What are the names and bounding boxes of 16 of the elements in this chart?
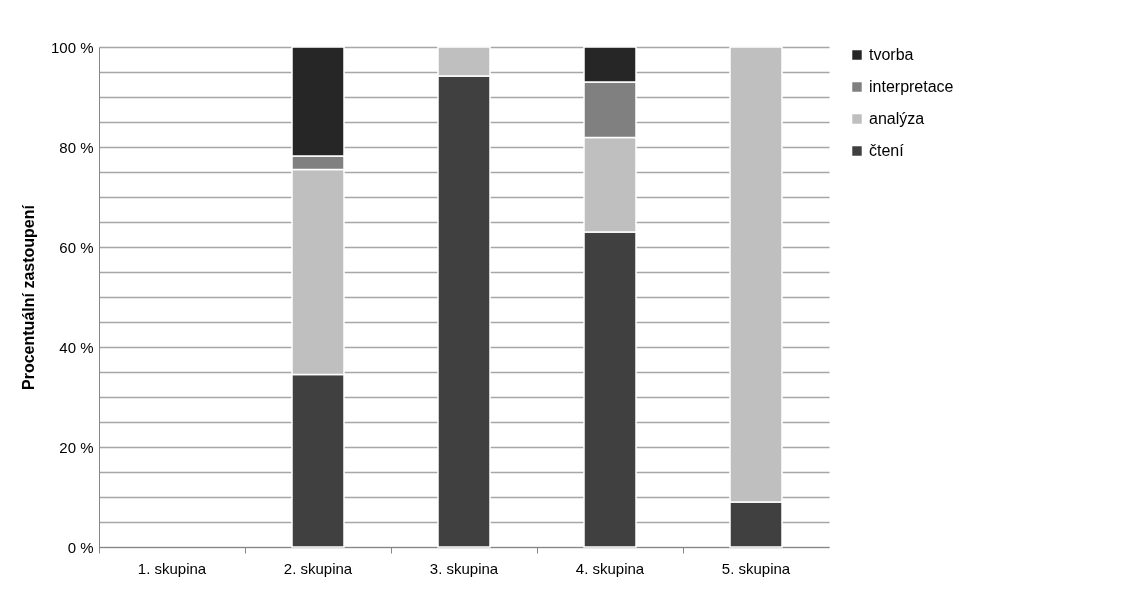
y-tick-label: 40 % <box>59 338 94 356</box>
y-axis-title: Procentuální zastoupení <box>19 204 37 390</box>
y-tick-label: 80 % <box>59 138 94 156</box>
x-tick-label: 2. skupina <box>283 559 353 577</box>
legend-label: analýza <box>869 110 925 127</box>
legend-label: tvorba <box>869 46 914 63</box>
x-tick-label: 4. skupina <box>575 559 645 577</box>
x-tick-label: 5. skupina <box>721 559 791 577</box>
x-tick-label: 1. skupina <box>137 559 207 577</box>
legend-label: čtení <box>869 142 905 159</box>
legend-label: interpretace <box>869 78 954 95</box>
y-tick-label: 0 % <box>67 538 94 556</box>
y-tick-label: 100 % <box>50 38 94 56</box>
y-tick-label: 60 % <box>59 238 94 256</box>
x-tick-label: 3. skupina <box>429 559 499 577</box>
y-tick-label: 20 % <box>59 438 94 456</box>
